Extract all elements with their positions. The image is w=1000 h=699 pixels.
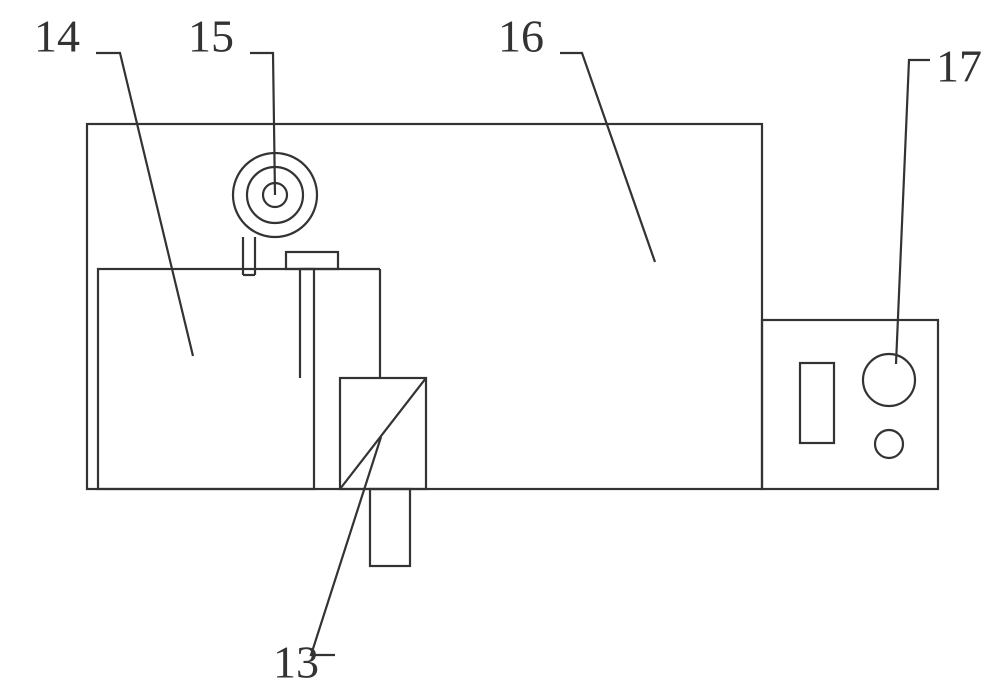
leader-14 — [96, 53, 193, 356]
leader-16 — [560, 53, 655, 262]
label-17: 17 — [936, 41, 982, 92]
leader-17 — [896, 60, 930, 364]
label-14: 14 — [34, 11, 80, 62]
label-13: 13 — [273, 637, 319, 688]
bracket-under-coil — [286, 252, 338, 269]
label-16: 16 — [498, 11, 544, 62]
bottom-stub — [370, 489, 410, 566]
panel-17 — [762, 320, 938, 489]
panel-rect — [800, 363, 834, 443]
panel-circle-small — [875, 430, 903, 458]
panel-circle-large — [863, 354, 915, 406]
inner-box-14 — [98, 269, 314, 489]
unit-13-diagonal — [340, 378, 426, 489]
main-box — [87, 124, 762, 489]
label-15: 15 — [188, 11, 234, 62]
